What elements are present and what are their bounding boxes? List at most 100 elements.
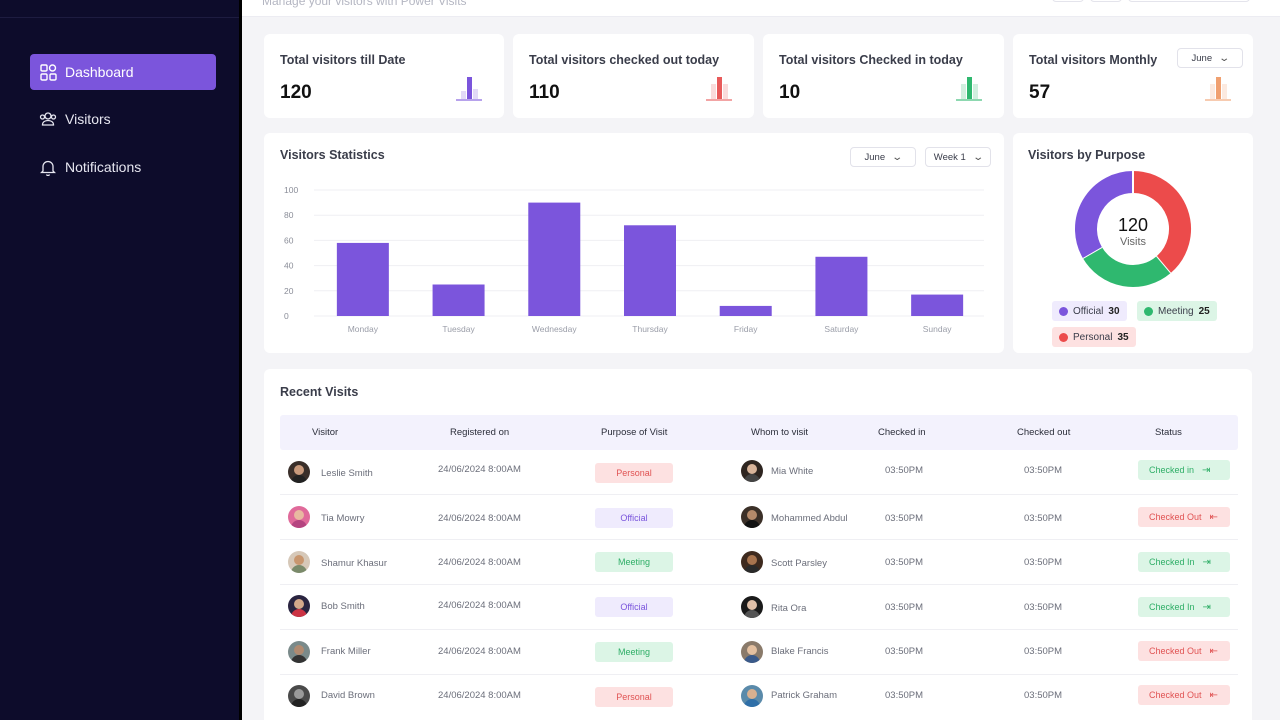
dropdown-value: Week 1 bbox=[933, 151, 966, 163]
donut-slice-official[interactable] bbox=[1075, 171, 1134, 258]
month-dropdown[interactable]: June ⌄ bbox=[850, 147, 916, 167]
stat-title: Total visitors Checked in today bbox=[779, 53, 963, 67]
month-dropdown[interactable]: June ⌄ bbox=[1177, 48, 1243, 68]
registered-date: 24/06/2024 8:00AM bbox=[438, 557, 521, 568]
header-dropdown[interactable] bbox=[1128, 0, 1250, 2]
visitor-name: Leslie Smith bbox=[321, 468, 373, 479]
check-in-icon: ⇥ bbox=[1202, 556, 1211, 568]
stat-card-checked-in: Total visitors Checked in today 10 bbox=[763, 34, 1004, 118]
y-tick-label: 80 bbox=[284, 210, 294, 220]
sidebar-item-visitors[interactable]: Visitors bbox=[30, 101, 216, 137]
sidebar-item-dashboard[interactable]: Dashboard bbox=[30, 54, 216, 90]
page-header: Manage your visitors with Power Visits bbox=[242, 0, 1280, 17]
status-badge[interactable]: Checked in ⇥ bbox=[1138, 460, 1230, 480]
dashboard-grid-icon bbox=[39, 63, 57, 81]
legend-value: 30 bbox=[1108, 305, 1120, 317]
header-button[interactable] bbox=[1090, 0, 1122, 2]
table-header: Visitor Registered on Purpose of Visit W… bbox=[280, 415, 1238, 450]
section-title: Recent Visits bbox=[280, 385, 359, 399]
table-row[interactable]: Frank Miller 24/06/2024 8:00AM Meeting B… bbox=[280, 630, 1238, 675]
visitor-avatar bbox=[288, 641, 310, 663]
legend-label: Personal bbox=[1073, 331, 1113, 343]
bar-monday[interactable] bbox=[336, 242, 389, 316]
table-row[interactable]: Leslie Smith 24/06/2024 8:00AM Personal … bbox=[280, 450, 1238, 495]
purpose-tag: Meeting bbox=[595, 552, 673, 572]
week-dropdown[interactable]: Week 1 ⌄ bbox=[925, 147, 991, 167]
legend-meeting: Meeting 25 bbox=[1137, 301, 1217, 321]
whom-to-visit: Rita Ora bbox=[771, 603, 807, 614]
legend-dot bbox=[1144, 306, 1153, 316]
whom-to-visit: Mia White bbox=[771, 466, 814, 477]
legend-personal: Personal 35 bbox=[1052, 327, 1136, 347]
x-tick-label: Saturday bbox=[824, 324, 859, 334]
visitors-statistics-card: Visitors Statistics June ⌄ Week 1 ⌄ 0 20 4… bbox=[264, 133, 1004, 353]
x-tick-label: Friday bbox=[734, 324, 758, 334]
dropdown-value: June bbox=[864, 151, 886, 163]
registered-date: 24/06/2024 8:00AM bbox=[438, 464, 521, 475]
chart-title: Visitors by Purpose bbox=[1028, 148, 1146, 162]
dropdown-value: June bbox=[1191, 52, 1213, 64]
donut-slice-personal[interactable] bbox=[1132, 171, 1191, 274]
stat-value: 57 bbox=[1029, 82, 1051, 103]
sidebar: Dashboard Visitors Notifications bbox=[0, 0, 242, 720]
sidebar-divider bbox=[0, 17, 242, 18]
x-tick-label: Wednesday bbox=[532, 324, 577, 334]
legend-dot bbox=[1059, 332, 1068, 342]
host-avatar bbox=[741, 460, 763, 482]
sidebar-item-label: Dashboard bbox=[65, 64, 134, 80]
bar-thursday[interactable] bbox=[624, 225, 676, 316]
whom-to-visit: Blake Francis bbox=[771, 646, 829, 657]
check-in-icon: ⇥ bbox=[1202, 601, 1211, 613]
status-badge[interactable]: Checked Out ⇤ bbox=[1138, 685, 1230, 705]
stat-title: Total visitors till Date bbox=[280, 53, 406, 67]
y-tick-label: 20 bbox=[284, 286, 294, 296]
stat-card-total: Total visitors till Date 120 bbox=[264, 34, 504, 118]
table-row[interactable]: Shamur Khasur 24/06/2024 8:00AM Meeting … bbox=[280, 540, 1238, 585]
column-header: Visitor bbox=[312, 427, 339, 438]
bar-saturday[interactable] bbox=[815, 256, 868, 316]
whom-to-visit: Scott Parsley bbox=[771, 558, 827, 569]
stat-card-monthly: Total visitors Monthly 57 June ⌄ bbox=[1013, 34, 1253, 118]
sidebar-item-label: Visitors bbox=[65, 111, 111, 127]
column-header: Status bbox=[1155, 427, 1182, 438]
registered-date: 24/06/2024 8:00AM bbox=[438, 646, 521, 657]
mini-bar-chart-icon bbox=[706, 75, 732, 101]
whom-to-visit: Mohammed Abdul bbox=[771, 513, 848, 524]
table-row[interactable]: Bob Smith 24/06/2024 8:00AM Official Rit… bbox=[280, 585, 1238, 630]
table-row[interactable]: Tia Mowry 24/06/2024 8:00AM Official Moh… bbox=[280, 495, 1238, 540]
table-row[interactable]: David Brown 24/06/2024 8:00AM Personal P… bbox=[280, 675, 1238, 720]
y-tick-label: 0 bbox=[284, 311, 289, 321]
status-badge[interactable]: Checked In ⇥ bbox=[1138, 552, 1230, 572]
status-label: Checked Out bbox=[1149, 512, 1202, 522]
donut-slice-meeting[interactable] bbox=[1082, 246, 1171, 287]
bar-sunday[interactable] bbox=[911, 294, 964, 316]
bar-wednesday[interactable] bbox=[528, 202, 581, 316]
purpose-donut-chart bbox=[1075, 171, 1191, 287]
bar-tuesday[interactable] bbox=[432, 284, 485, 317]
status-label: Checked In bbox=[1149, 602, 1195, 612]
host-avatar bbox=[741, 551, 763, 573]
checked-out-time: 03:50PM bbox=[1024, 690, 1063, 701]
header-button[interactable] bbox=[1052, 0, 1084, 2]
status-badge[interactable]: Checked Out ⇤ bbox=[1138, 507, 1230, 527]
status-badge[interactable]: Checked Out ⇤ bbox=[1138, 641, 1230, 661]
status-label: Checked Out bbox=[1149, 690, 1202, 700]
visitors-bar-chart: 0 20 40 60 80 100 Monday Tuesday Wednesday Thursd… bbox=[284, 185, 984, 334]
legend-value: 35 bbox=[1117, 331, 1129, 343]
donut-center-value: 120 bbox=[1117, 215, 1149, 235]
sidebar-item-notifications[interactable]: Notifications bbox=[30, 149, 216, 185]
legend-label: Meeting bbox=[1158, 305, 1194, 317]
donut-center-label: Visits bbox=[1119, 236, 1147, 248]
bar-friday[interactable] bbox=[719, 305, 772, 316]
registered-date: 24/06/2024 8:00AM bbox=[438, 600, 521, 611]
host-avatar bbox=[741, 506, 763, 528]
users-icon bbox=[39, 110, 57, 128]
x-tick-label: Sunday bbox=[923, 324, 953, 334]
column-header: Purpose of Visit bbox=[601, 427, 668, 438]
checked-out-time: 03:50PM bbox=[1024, 602, 1063, 613]
mini-bar-chart-icon bbox=[956, 75, 982, 101]
legend-official: Official 30 bbox=[1052, 301, 1127, 321]
status-badge[interactable]: Checked In ⇥ bbox=[1138, 597, 1230, 617]
mini-bar-chart-icon bbox=[1205, 75, 1231, 101]
purpose-tag: Meeting bbox=[595, 642, 673, 662]
